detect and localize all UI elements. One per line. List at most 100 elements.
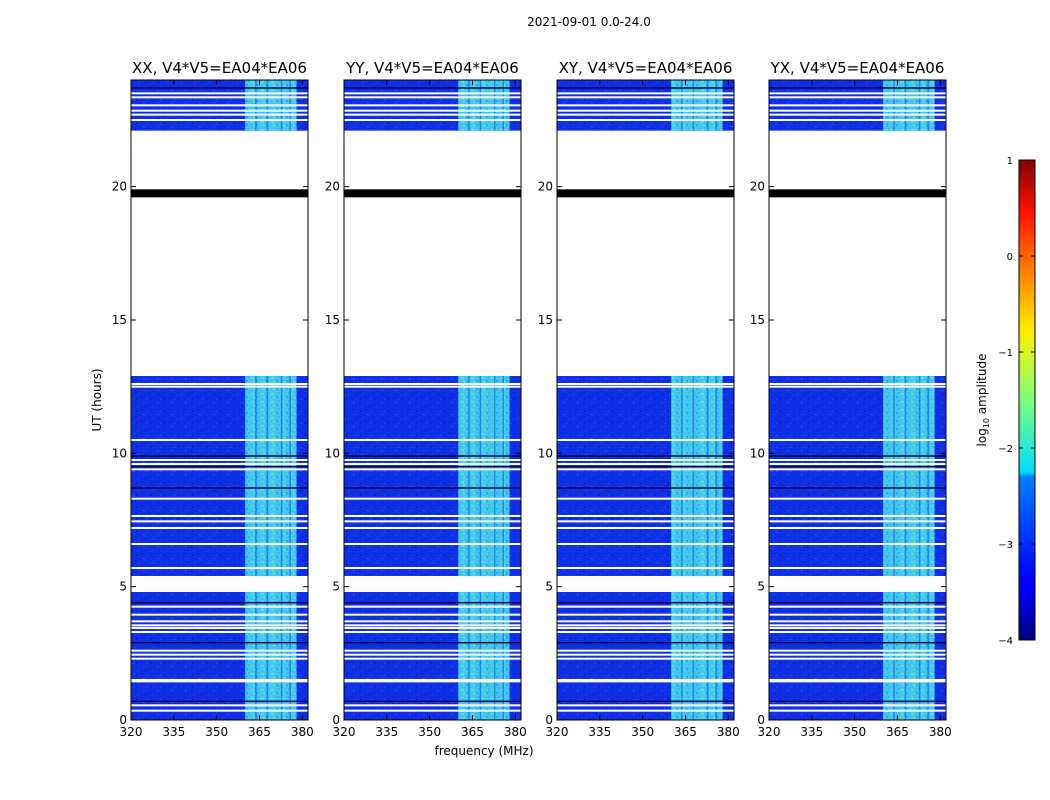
rfi-stripe xyxy=(502,592,504,720)
flagged-row xyxy=(344,113,521,116)
flagged-row xyxy=(131,459,308,461)
panel-yy: YY, V4*V5=EA04*EA06 320 335 350 365 380 0 5 10 15… xyxy=(325,59,527,739)
x-tick-label: 320 xyxy=(333,725,356,739)
dark-row xyxy=(131,87,308,89)
flagged-row xyxy=(131,653,308,656)
flagged-row xyxy=(557,109,734,112)
dark-row xyxy=(344,601,521,604)
panel-title: XX, V4*V5=EA04*EA06 xyxy=(132,59,307,77)
flagged-row xyxy=(344,119,521,121)
flagged-row xyxy=(344,109,521,112)
y-tick-label: 5 xyxy=(757,580,765,594)
dark-row xyxy=(557,601,734,604)
flagged-row xyxy=(131,620,308,623)
flagged-row xyxy=(131,613,308,616)
flagged-row xyxy=(769,468,946,471)
flagged-row xyxy=(131,709,308,712)
rfi-stripe xyxy=(681,592,683,720)
colorbar-gradient xyxy=(1018,159,1036,641)
dark-row xyxy=(557,641,734,644)
flagged-row xyxy=(131,657,308,660)
flagged-row xyxy=(769,383,946,385)
y-tick-label: 15 xyxy=(538,313,553,327)
dark-row xyxy=(769,87,946,89)
rfi-stripe xyxy=(255,592,257,720)
colorbar-tick-label: 0 xyxy=(1007,252,1013,263)
flagged-row xyxy=(131,439,308,441)
y-tick-label: 5 xyxy=(545,580,553,594)
flagged-row xyxy=(769,463,946,465)
flagged-row xyxy=(557,680,734,683)
panel-title: YY, V4*V5=EA04*EA06 xyxy=(345,59,519,77)
y-tick-label: 5 xyxy=(332,580,340,594)
flagged-row xyxy=(557,567,734,569)
flagged-row xyxy=(769,515,946,517)
rfi-stripe xyxy=(493,592,496,720)
flagged-row xyxy=(131,104,308,107)
flagged-row xyxy=(344,624,521,627)
flagged-row xyxy=(769,649,946,652)
rfi-stripe xyxy=(927,592,929,720)
flagged-row xyxy=(131,567,308,569)
colorbar-tick-label: 1 xyxy=(1007,156,1013,167)
rfi-stripe xyxy=(266,376,269,576)
y-tick-label: 0 xyxy=(757,713,765,727)
panel-frame xyxy=(343,79,522,721)
flagged-row xyxy=(131,543,308,545)
panel-frame xyxy=(130,79,309,721)
y-tick-label: 0 xyxy=(545,713,553,727)
flagged-row xyxy=(557,543,734,545)
rfi-stripe xyxy=(468,592,470,720)
flagged-row xyxy=(344,96,521,99)
flagged-row xyxy=(769,104,946,107)
flagged-row xyxy=(769,620,946,623)
x-tick-label: 335 xyxy=(375,725,398,739)
rfi-stripe xyxy=(927,376,929,576)
flagged-row xyxy=(557,679,734,681)
y-tick-label: 10 xyxy=(538,446,553,460)
dark-row xyxy=(557,455,734,457)
figure-suptitle: 2021-09-01 0.0-24.0 xyxy=(527,15,651,29)
flagged-row xyxy=(557,649,734,652)
flagged-row xyxy=(557,92,734,95)
flagged-row xyxy=(131,113,308,116)
flagged-row xyxy=(769,96,946,99)
flagged-row xyxy=(769,109,946,112)
rfi-stripe xyxy=(479,592,482,720)
flagged-row xyxy=(344,649,521,652)
rfi-stripe xyxy=(493,376,496,576)
flagged-row xyxy=(131,627,308,629)
x-tick-label: 380 xyxy=(929,725,952,739)
y-tick-label: 15 xyxy=(112,313,127,327)
flagged-row xyxy=(557,515,734,517)
rfi-stripe xyxy=(904,376,907,576)
rfi-stripe xyxy=(918,376,921,576)
flagged-row xyxy=(344,104,521,107)
flagged-row xyxy=(131,527,308,529)
x-tick-label: 365 xyxy=(674,725,697,739)
flagged-row xyxy=(344,631,521,633)
flagged-row xyxy=(769,613,946,616)
flagged-row xyxy=(131,704,308,707)
y-tick-label: 20 xyxy=(112,180,127,194)
flagged-row xyxy=(557,113,734,116)
flagged-row xyxy=(557,631,734,633)
flagged-row xyxy=(557,709,734,712)
y-tick-label: 10 xyxy=(325,446,340,460)
panel-frame xyxy=(768,79,947,721)
flagged-row xyxy=(769,653,946,656)
colorbar-tick-label: −2 xyxy=(998,444,1013,455)
dark-row xyxy=(344,700,521,703)
rfi-stripe xyxy=(893,592,895,720)
y-tick-label: 15 xyxy=(325,313,340,327)
rfi-stripe xyxy=(904,592,907,720)
dark-row xyxy=(344,87,521,89)
flagged-row xyxy=(769,459,946,461)
panel-xy: XY, V4*V5=EA04*EA06 320 335 350 365 380 0 5 10 15… xyxy=(538,59,740,739)
flagged-row xyxy=(557,613,734,616)
y-tick-label: 0 xyxy=(119,713,127,727)
flagged-row xyxy=(344,709,521,712)
dark-row xyxy=(344,455,521,457)
rfi-stripe xyxy=(280,592,283,720)
dark-row xyxy=(769,601,946,604)
